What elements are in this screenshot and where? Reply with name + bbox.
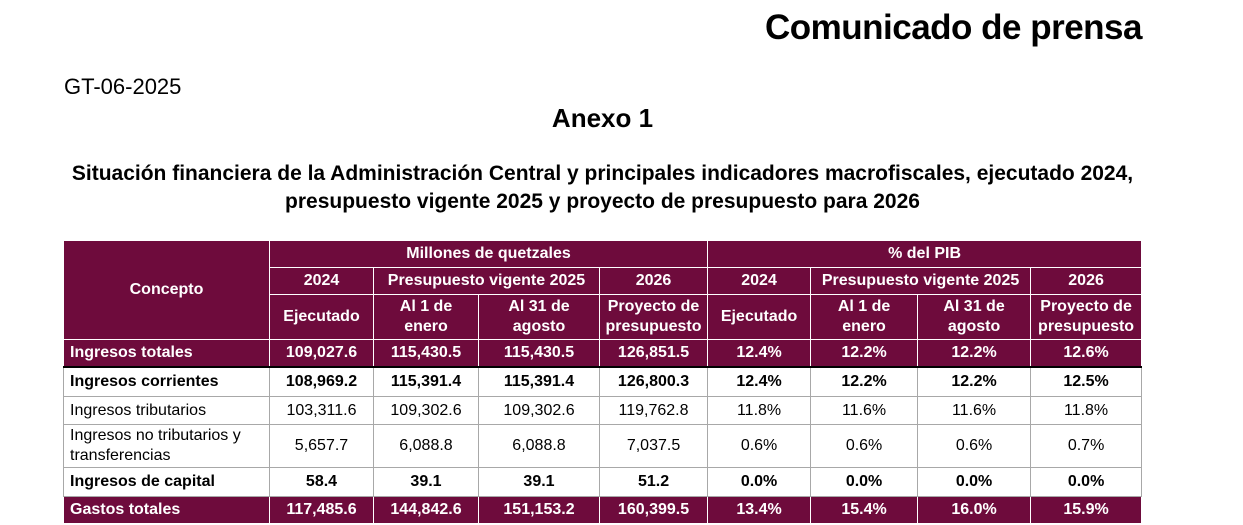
caption-line-1: Situación financiera de la Administració… (71, 162, 1134, 185)
cell-value: 0.6% (810, 424, 919, 468)
header-project: Proyecto de presupuesto (1030, 294, 1143, 340)
header-concept: Concepto (63, 240, 270, 340)
cell-value: 12.2% (810, 339, 919, 368)
header-year-2024: 2024 (269, 267, 374, 295)
caption-line-2: presupuesto vigente 2025 y proyecto de p… (285, 190, 920, 213)
document-title: Comunicado de prensa (764, 8, 1143, 47)
header-year-2025: Presupuesto vigente 2025 (373, 267, 600, 295)
cell-value: 115,430.5 (373, 339, 479, 368)
header-year-2026: 2026 (598, 267, 709, 295)
cell-value: 7,037.5 (598, 424, 709, 468)
cell-value: 16.0% (917, 496, 1032, 524)
cell-value: 39.1 (478, 467, 600, 497)
cell-value: 103,311.6 (269, 396, 374, 425)
cell-value: 115,391.4 (478, 366, 600, 397)
cell-value: 0.0% (810, 467, 919, 497)
cell-value: 11.8% (1030, 396, 1143, 425)
cell-value: 12.2% (917, 366, 1032, 397)
cell-value: 151,153.2 (478, 496, 600, 524)
table-row: Ingresos totales 109,027.6 115,430.5 115… (63, 339, 1143, 368)
cell-value: 12.4% (707, 366, 812, 397)
cell-value: 115,391.4 (373, 366, 479, 397)
header-aug31: Al 31 de agosto (478, 294, 600, 340)
row-label: Ingresos corrientes (63, 366, 270, 397)
document-code: GT-06-2025 (64, 74, 182, 99)
header-jan1: Al 1 de enero (373, 294, 479, 340)
cell-value: 109,027.6 (269, 339, 374, 368)
cell-value: 12.4% (707, 339, 812, 368)
header-executed: Ejecutado (269, 294, 374, 340)
cell-value: 144,842.6 (373, 496, 479, 524)
cell-value: 39.1 (373, 467, 479, 497)
table-row: Ingresos tributarios 103,311.6 109,302.6… (63, 396, 1143, 425)
cell-value: 5,657.7 (269, 424, 374, 468)
cell-value: 13.4% (707, 496, 812, 524)
cell-value: 12.5% (1030, 366, 1143, 397)
annex-heading: Anexo 1 (551, 103, 654, 133)
row-label: Ingresos totales (63, 339, 270, 368)
table-caption: Situación financiera de la Administració… (0, 160, 1205, 216)
cell-value: 15.4% (810, 496, 919, 524)
row-label: Ingresos tributarios (63, 396, 270, 425)
cell-value: 126,800.3 (598, 366, 709, 397)
header-project: Proyecto de presupuesto (598, 294, 709, 340)
cell-value: 11.6% (810, 396, 919, 425)
cell-value: 6,088.8 (373, 424, 479, 468)
row-label: Ingresos no tributarios y transferencias (63, 424, 270, 468)
header-jan1: Al 1 de enero (810, 294, 919, 340)
header-year-2025: Presupuesto vigente 2025 (810, 267, 1032, 295)
cell-value: 0.0% (917, 467, 1032, 497)
cell-value: 160,399.5 (598, 496, 709, 524)
cell-value: 0.6% (707, 424, 812, 468)
table-row: Ingresos no tributarios y transferencias… (63, 424, 1143, 468)
cell-value: 11.6% (917, 396, 1032, 425)
table-row: Ingresos de capital 58.4 39.1 39.1 51.2 … (63, 467, 1143, 497)
header-pib-group: % del PIB (707, 240, 1143, 268)
cell-value: 58.4 (269, 467, 374, 497)
cell-value: 12.2% (810, 366, 919, 397)
cell-value: 0.0% (1030, 467, 1143, 497)
financial-table: Concepto Millones de quetzales % del PIB… (63, 240, 1143, 524)
header-year-2026: 2026 (1030, 267, 1143, 295)
row-label: Ingresos de capital (63, 467, 270, 497)
cell-value: 108,969.2 (269, 366, 374, 397)
header-executed: Ejecutado (707, 294, 812, 340)
cell-value: 119,762.8 (598, 396, 709, 425)
cell-value: 0.0% (707, 467, 812, 497)
cell-value: 15.9% (1030, 496, 1143, 524)
cell-value: 12.2% (917, 339, 1032, 368)
cell-value: 11.8% (707, 396, 812, 425)
cell-value: 117,485.6 (269, 496, 374, 524)
cell-value: 109,302.6 (478, 396, 600, 425)
row-label: Gastos totales (63, 496, 270, 524)
header-year-2024: 2024 (707, 267, 812, 295)
cell-value: 115,430.5 (478, 339, 600, 368)
header-aug31: Al 31 de agosto (917, 294, 1032, 340)
table-row: Gastos totales 117,485.6 144,842.6 151,1… (63, 496, 1143, 524)
cell-value: 0.6% (917, 424, 1032, 468)
cell-value: 51.2 (598, 467, 709, 497)
cell-value: 0.7% (1030, 424, 1143, 468)
cell-value: 12.6% (1030, 339, 1143, 368)
cell-value: 126,851.5 (598, 339, 709, 368)
cell-value: 6,088.8 (478, 424, 600, 468)
header-millions-group: Millones de quetzales (268, 240, 709, 268)
cell-value: 109,302.6 (373, 396, 479, 425)
table-row: Ingresos corrientes 108,969.2 115,391.4 … (63, 366, 1143, 397)
